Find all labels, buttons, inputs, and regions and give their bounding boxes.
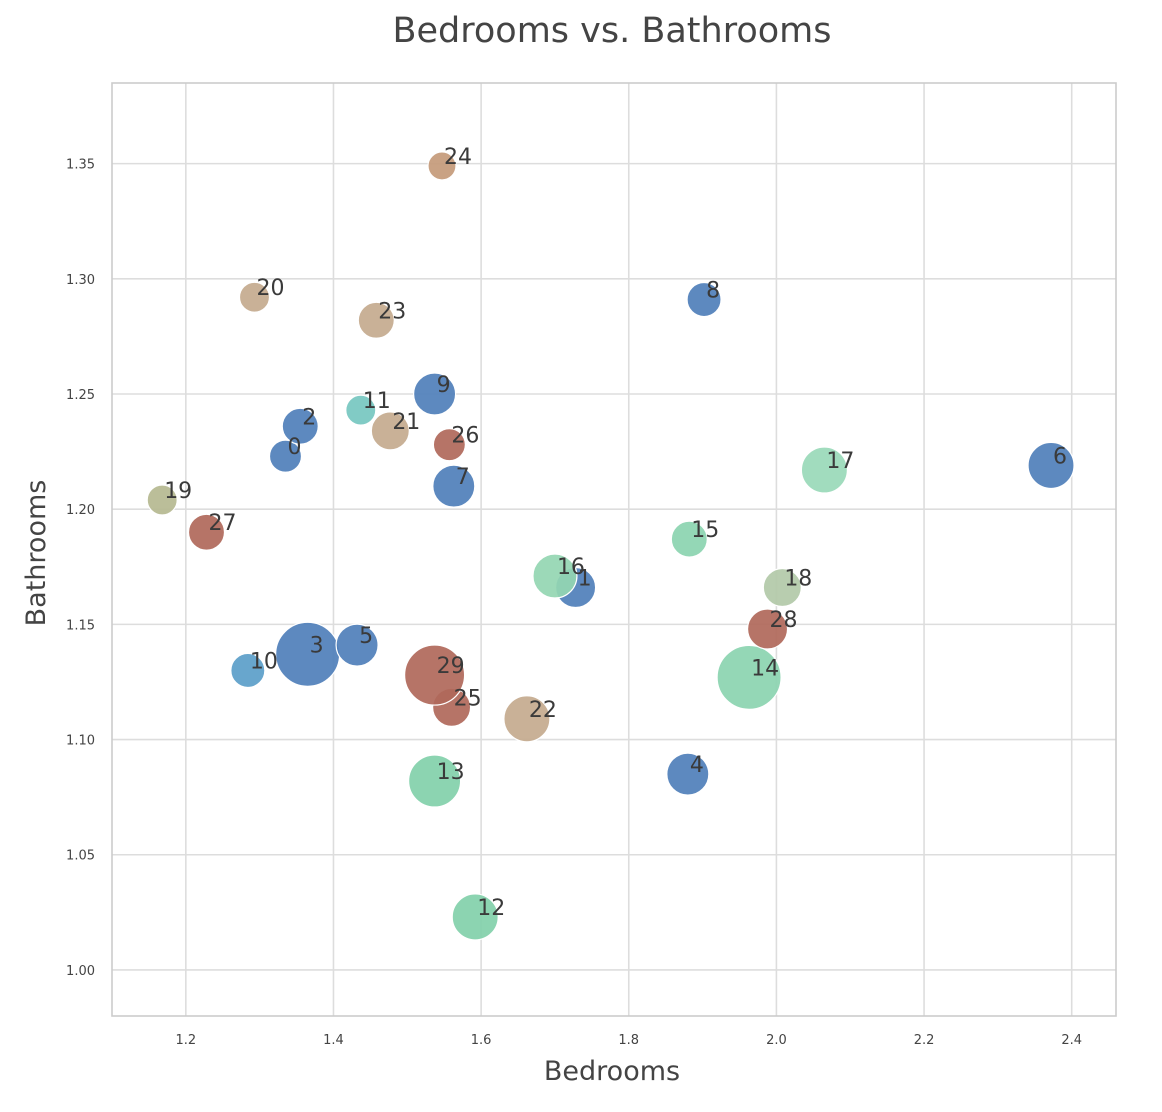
- point-label-18: 18: [784, 567, 812, 592]
- point-label-23: 23: [378, 299, 406, 324]
- data-point-0: [268, 439, 303, 473]
- point-label-17: 17: [826, 449, 854, 474]
- point-label-4: 4: [690, 753, 704, 778]
- point-label-7: 7: [456, 465, 470, 490]
- data-point-22: [503, 695, 551, 743]
- y-tick-label: 1.30: [66, 273, 95, 288]
- point-label-19: 19: [164, 479, 192, 504]
- data-point-2: [281, 407, 319, 445]
- data-point-19: [146, 484, 178, 516]
- data-point-27: [187, 513, 226, 551]
- point-label-12: 12: [477, 896, 505, 921]
- x-tick-label: 1.2: [175, 1033, 196, 1048]
- data-point-16: [532, 553, 578, 599]
- y-tick-label: 1.15: [66, 618, 95, 633]
- plot-frame: [111, 82, 1117, 1017]
- point-label-22: 22: [529, 698, 557, 723]
- y-tick-label: 1.00: [66, 964, 95, 979]
- data-point-21: [370, 411, 410, 451]
- data-point-28: [746, 608, 789, 650]
- data-point-11: [345, 394, 377, 426]
- data-point-9: [413, 372, 457, 416]
- point-label-28: 28: [770, 608, 798, 633]
- data-point-26: [432, 428, 466, 462]
- y-tick-labels: 1.00 1.05 1.10 1.15 1.20 1.25 1.30 1.35: [66, 158, 95, 979]
- point-label-10: 10: [250, 649, 278, 674]
- chart-title: Bedrooms vs. Bathrooms: [392, 11, 831, 51]
- point-label-6: 6: [1053, 444, 1067, 469]
- point-label-5: 5: [359, 624, 373, 649]
- y-tick-label: 1.25: [66, 388, 95, 403]
- data-point-14: [716, 644, 782, 710]
- point-label-3: 3: [310, 633, 324, 658]
- point-label-24: 24: [444, 145, 472, 170]
- point-label-9: 9: [437, 373, 451, 398]
- y-tick-label: 1.10: [66, 734, 95, 749]
- data-point-20: [238, 281, 271, 313]
- x-tick-label: 2.0: [766, 1033, 787, 1048]
- point-label-26: 26: [451, 424, 479, 449]
- data-point-5: [335, 623, 379, 667]
- grid-lines: [112, 83, 1116, 1016]
- point-label-15: 15: [691, 518, 719, 543]
- data-point-8: [686, 281, 722, 318]
- x-tick-label: 2.2: [914, 1033, 935, 1048]
- point-label-0: 0: [287, 435, 301, 460]
- point-label-11: 11: [363, 389, 391, 414]
- point-label-2: 2: [302, 405, 316, 430]
- x-tick-label: 2.4: [1061, 1033, 1082, 1048]
- data-point-23: [357, 301, 395, 339]
- data-point-3: [275, 621, 341, 687]
- data-point-15: [670, 520, 708, 558]
- y-tick-label: 1.05: [66, 849, 95, 864]
- point-label-25: 25: [454, 686, 482, 711]
- data-point-12: [451, 893, 499, 941]
- data-point-6: [1027, 441, 1075, 490]
- x-tick-label: 1.8: [618, 1033, 639, 1048]
- x-tick-labels: 1.2 1.4 1.6 1.8 2.0 2.2 2.4: [175, 1033, 1082, 1048]
- point-label-13: 13: [437, 760, 465, 785]
- data-point-29: [404, 644, 466, 706]
- data-point-18: [762, 567, 802, 608]
- data-points: [146, 151, 1075, 941]
- point-label-8: 8: [706, 279, 720, 304]
- point-label-21: 21: [392, 410, 420, 435]
- data-point-4: [666, 752, 710, 796]
- data-point-7: [432, 464, 476, 508]
- point-label-16: 16: [557, 555, 585, 580]
- y-axis-label: Bathrooms: [21, 480, 52, 627]
- x-tick-label: 1.6: [471, 1033, 492, 1048]
- point-label-1: 1: [578, 567, 592, 592]
- x-axis-label: Bedrooms: [544, 1056, 680, 1087]
- data-point-10: [230, 652, 266, 689]
- y-tick-label: 1.35: [66, 158, 95, 173]
- point-label-27: 27: [208, 511, 236, 536]
- point-label-14: 14: [751, 656, 779, 681]
- data-point-13: [408, 754, 462, 808]
- data-point-24: [427, 151, 457, 181]
- point-labels: 0123456789101112131415161718192021222324…: [164, 145, 1067, 921]
- data-point-17: [800, 446, 848, 494]
- point-label-20: 20: [256, 276, 284, 301]
- point-label-29: 29: [437, 654, 465, 679]
- y-tick-label: 1.20: [66, 503, 95, 518]
- x-tick-label: 1.4: [323, 1033, 344, 1048]
